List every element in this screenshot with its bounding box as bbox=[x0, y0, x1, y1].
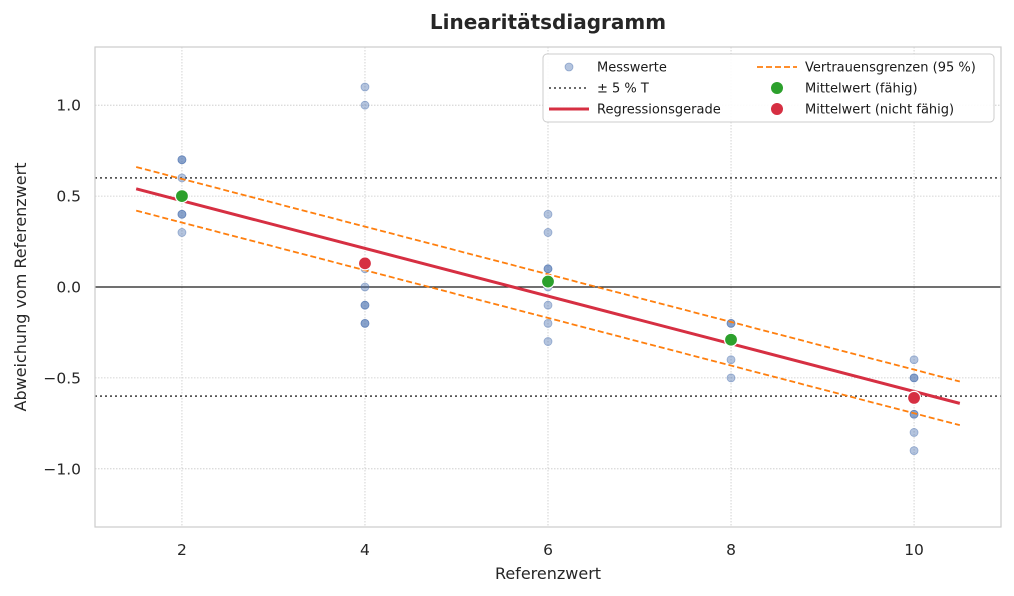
measurement-point bbox=[360, 100, 370, 110]
legend-item-mean_capable: Mittelwert (fähig) bbox=[771, 82, 918, 97]
legend-item-regression: Regressionsgerade bbox=[549, 103, 721, 118]
y-tick-label: 0.0 bbox=[56, 279, 81, 297]
legend-item-mean_not_capable: Mittelwert (nicht fähig) bbox=[771, 103, 954, 118]
measurement-point bbox=[177, 228, 187, 237]
x-axis-label: Referenzwert bbox=[495, 564, 601, 583]
legend-marker bbox=[771, 103, 783, 115]
y-tick-label: −0.5 bbox=[43, 369, 81, 387]
y-axis-label: Abweichung vom Referenzwert bbox=[11, 163, 30, 412]
mean-capable-point bbox=[174, 188, 190, 204]
measurement-point bbox=[909, 355, 919, 365]
measurement-point bbox=[177, 209, 187, 219]
y-tick-label: 0.5 bbox=[56, 188, 81, 206]
x-tick-label: 4 bbox=[360, 541, 370, 559]
legend-marker bbox=[564, 62, 574, 72]
measurement-point bbox=[543, 337, 553, 346]
legend-marker bbox=[771, 82, 783, 94]
mean-capable-point bbox=[540, 274, 556, 289]
x-tick-label: 2 bbox=[177, 541, 187, 559]
measurement-point bbox=[909, 428, 919, 437]
measurement-point bbox=[360, 300, 370, 310]
measurement-point bbox=[543, 300, 553, 310]
measurement-point bbox=[909, 446, 919, 456]
confidence-lower-line bbox=[135, 209, 961, 427]
chart-title: Linearitätsdiagramm bbox=[430, 10, 666, 34]
measurement-point bbox=[726, 373, 736, 383]
legend-box bbox=[542, 53, 995, 123]
legend-item-measurements: Messwerte bbox=[564, 61, 667, 76]
x-tick-labels: 2 4 6 8 10 bbox=[177, 541, 924, 559]
plot-frame bbox=[94, 46, 1002, 528]
legend-item-tolerance: ± 5 % T bbox=[549, 82, 649, 97]
measurement-point bbox=[360, 282, 370, 292]
legend-label: Mittelwert (fähig) bbox=[805, 82, 918, 97]
measurement-point bbox=[177, 173, 187, 183]
measurement-point bbox=[360, 82, 370, 92]
measurement-point bbox=[543, 228, 553, 237]
legend-label: Messwerte bbox=[597, 61, 667, 76]
y-tick-labels: −1.0 −0.5 0.0 0.5 1.0 bbox=[43, 97, 81, 479]
legend-label: Vertrauensgrenzen (95 %) bbox=[805, 61, 976, 76]
legend-label: ± 5 % T bbox=[597, 82, 649, 97]
legend-item-confidence: Vertrauensgrenzen (95 %) bbox=[757, 61, 976, 76]
confidence-upper-line bbox=[135, 166, 961, 383]
measurement-point bbox=[543, 318, 553, 328]
y-tick-label: 1.0 bbox=[56, 97, 81, 115]
legend-label: Mittelwert (nicht fähig) bbox=[805, 103, 954, 118]
legend-label: Regressionsgerade bbox=[597, 103, 721, 118]
mean-not-capable-point bbox=[357, 256, 373, 271]
measurement-point bbox=[909, 373, 919, 383]
measurement-point bbox=[543, 209, 553, 219]
measurement-point bbox=[360, 318, 370, 328]
x-tick-label: 10 bbox=[904, 541, 924, 559]
x-tick-label: 6 bbox=[543, 541, 553, 559]
mean-capable-point bbox=[723, 332, 739, 347]
legend: Messwerte ± 5 % T Regressionsgerade Vertrau… bbox=[542, 53, 995, 123]
x-tick-label: 8 bbox=[726, 541, 736, 559]
measurement-point bbox=[726, 355, 736, 365]
measurement-point bbox=[543, 264, 553, 274]
regression-line bbox=[135, 187, 961, 405]
measurement-point bbox=[177, 155, 187, 165]
y-tick-label: −1.0 bbox=[43, 460, 81, 478]
mean-not-capable-point bbox=[906, 390, 922, 406]
data-series bbox=[135, 82, 961, 456]
